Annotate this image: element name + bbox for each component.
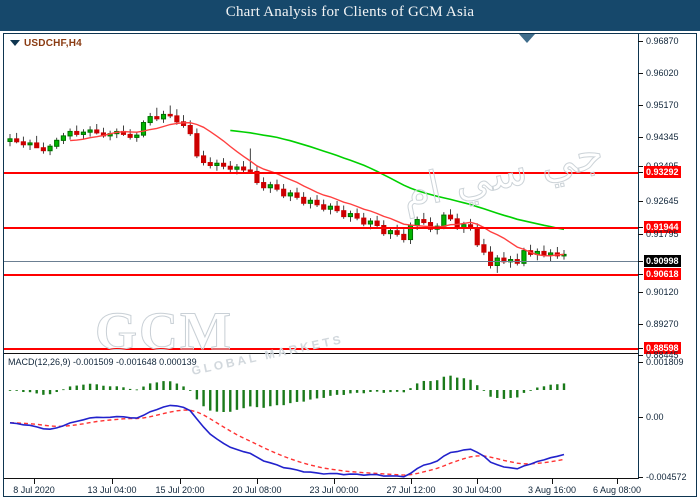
macd-axis-tick (638, 477, 643, 478)
price-axis-tick (638, 201, 643, 202)
time-axis-tick (334, 479, 335, 484)
time-axis-tick (617, 479, 618, 484)
time-axis-tick (552, 479, 553, 484)
time-axis-label: 15 Jul 20:00 (155, 485, 205, 495)
price-axis-label: 0.91795 (646, 229, 679, 239)
time-axis-label: 13 Jul 04:00 (87, 485, 137, 495)
price-axis-tick (638, 234, 643, 235)
price-plot-area[interactable] (4, 34, 638, 496)
candlestick-series (7, 105, 567, 478)
current-price-label: 0.90998 (644, 255, 681, 267)
price-axis-tick (638, 166, 643, 167)
price-axis-label: 0.92645 (646, 196, 679, 206)
time-axis-tick (411, 479, 412, 484)
price-axis-tick (638, 292, 643, 293)
panel-divider (4, 353, 638, 354)
price-axis-tick (638, 227, 643, 228)
price-axis-tick (638, 261, 643, 262)
time-axis-tick (257, 479, 258, 484)
symbol-text: USDCHF,H4 (24, 38, 82, 49)
app-header: Chart Analysis for Clients of GCM Asia (0, 0, 700, 31)
level-price-label: 0.88598 (644, 342, 681, 354)
price-axis-label: 0.88445 (646, 350, 679, 360)
price-axis-label: 0.90120 (646, 287, 679, 297)
price-axis-tick (638, 73, 643, 74)
time-axis-tick (34, 479, 35, 484)
price-axis[interactable]: 0.968700.960200.951700.943450.934950.932… (638, 34, 700, 496)
level-price-label: 0.91944 (644, 221, 681, 233)
price-axis-tick (638, 105, 643, 106)
price-axis-label: 0.94345 (646, 132, 679, 142)
time-axis-label: 8 Jul 2020 (13, 485, 55, 495)
price-axis-tick (638, 172, 643, 173)
time-axis-tick (112, 479, 113, 484)
chart-position-marker-icon (519, 34, 535, 43)
time-axis-label: 20 Jul 08:00 (232, 485, 282, 495)
level-price-label: 0.90618 (644, 268, 681, 280)
price-axis-label: 0.96020 (646, 68, 679, 78)
time-axis-label: 30 Jul 04:00 (452, 485, 502, 495)
time-axis-label: 3 Aug 16:00 (527, 485, 577, 495)
price-axis-tick (638, 274, 643, 275)
price-axis-tick (638, 324, 643, 325)
price-axis-tick (638, 348, 643, 349)
price-axis-tick (638, 41, 643, 42)
page-title: Chart Analysis for Clients of GCM Asia (225, 4, 475, 20)
macd-axis-tick (638, 362, 643, 363)
chevron-down-icon (10, 40, 20, 47)
macd-axis-tick (638, 417, 643, 418)
macd-axis-label: 0.00 (646, 412, 664, 422)
chart-frame (3, 33, 697, 497)
symbol-label[interactable]: USDCHF,H4 (10, 38, 82, 49)
price-level-line-support-2 (4, 348, 638, 350)
time-axis-line (4, 478, 638, 479)
time-axis-label: 23 Jul 00:00 (309, 485, 359, 495)
price-axis-tick (638, 137, 643, 138)
price-level-line-current-price (4, 261, 638, 262)
price-axis-line (638, 34, 639, 479)
time-axis-label: 27 Jul 12:00 (386, 485, 436, 495)
time-axis-tick (180, 479, 181, 484)
price-level-line-support-1 (4, 274, 638, 276)
time-axis-label: 6 Aug 08:00 (592, 485, 642, 495)
macd-axis-label: 0.001809 (646, 357, 684, 367)
price-level-line-resistance-1 (4, 172, 638, 174)
price-axis-label: 0.95170 (646, 100, 679, 110)
level-price-label: 0.93292 (644, 166, 681, 178)
price-axis-label: 0.89270 (646, 319, 679, 329)
time-axis[interactable]: 8 Jul 2020 13 Jul 04:00 15 Jul 20:00 20 Jul… (4, 479, 642, 499)
time-axis-tick (477, 479, 478, 484)
macd-indicator-label: MACD(12,26,9) -0.001509 -0.001648 0.0001… (8, 357, 197, 367)
price-axis-tick (638, 355, 643, 356)
macd-axis-label: -0.004572 (646, 472, 687, 482)
price-level-line-resistance-2 (4, 227, 638, 229)
price-axis-label: 0.96870 (646, 36, 679, 46)
